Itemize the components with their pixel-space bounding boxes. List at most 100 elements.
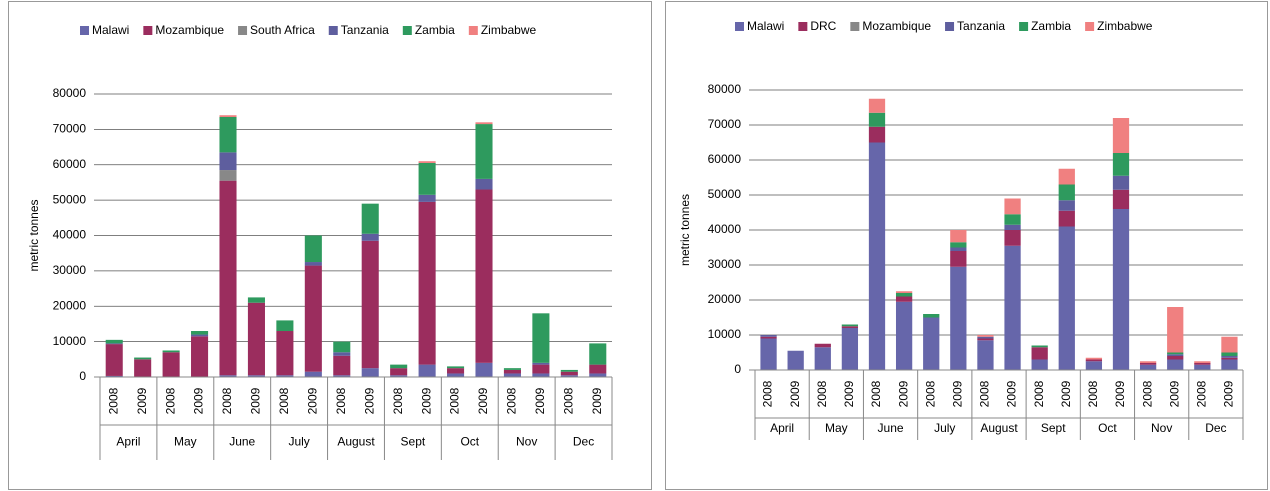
bar-segment — [304, 371, 322, 377]
x-tick-label: 2008 — [163, 387, 177, 414]
x-tick-label: 2009 — [896, 380, 910, 407]
legend-swatch — [402, 26, 412, 35]
x-tick-label: 2008 — [562, 387, 576, 414]
bar-segment — [1031, 347, 1048, 360]
group-label: Oct — [1098, 421, 1117, 435]
bar-segment — [1085, 357, 1103, 360]
bar-segment — [418, 201, 436, 365]
y-tick-label: 20000 — [53, 298, 87, 312]
group-label: August — [980, 421, 1018, 435]
bar-segment — [1058, 200, 1075, 211]
bar-segment — [950, 266, 967, 370]
bar-segment — [1031, 345, 1048, 348]
group-label: May — [174, 435, 197, 449]
bar-segment — [276, 320, 294, 332]
legend-swatch — [143, 26, 153, 35]
bar-segment — [977, 338, 994, 341]
bar-segment — [977, 340, 994, 370]
bar-segment — [868, 98, 886, 113]
x-tick-label: 2008 — [869, 380, 883, 407]
group-label: Sept — [1041, 421, 1066, 435]
bar-segment — [219, 170, 237, 181]
bar-segment — [247, 302, 265, 376]
group-label: May — [825, 421, 848, 435]
bar-segment — [923, 314, 940, 318]
bar-segment — [105, 375, 123, 377]
bar-segment — [162, 350, 180, 353]
bar-segment — [447, 368, 465, 374]
legend-swatch — [238, 26, 248, 35]
bar-segment — [1112, 175, 1130, 190]
bar-segment — [503, 369, 521, 374]
bar-segment — [304, 235, 322, 263]
bar-segment — [1221, 352, 1238, 356]
bar-segment — [560, 371, 578, 376]
bar-segment — [1112, 153, 1130, 176]
x-tick-label: 2009 — [788, 380, 802, 407]
bar-segment — [760, 336, 777, 339]
bar-segment — [841, 324, 859, 327]
legend-swatch — [735, 22, 744, 31]
bar-segment — [787, 350, 804, 370]
bar-segment — [950, 242, 967, 248]
y-tick-label: 0 — [79, 369, 86, 383]
bar-segment — [1221, 356, 1238, 358]
bar-segment — [760, 338, 777, 370]
bar-segment — [191, 336, 209, 377]
bar-segment — [390, 364, 408, 369]
group-label: Dec — [1205, 421, 1226, 435]
bar-segment — [475, 362, 493, 377]
bar-segment — [475, 124, 493, 179]
bar-segment — [418, 364, 436, 377]
bar-segment — [276, 375, 294, 377]
y-tick-label: 70000 — [53, 122, 87, 136]
legend-swatch — [468, 26, 478, 35]
bar-segment — [950, 247, 967, 251]
bar-segment — [1139, 364, 1157, 370]
y-tick-label: 10000 — [53, 334, 87, 348]
bar-segment — [105, 343, 123, 345]
y-tick-label: 30000 — [708, 257, 742, 271]
bar-segment — [1167, 307, 1184, 353]
group-label: Oct — [460, 435, 479, 449]
bar-segment — [247, 375, 265, 377]
bar-segment — [1058, 168, 1075, 185]
x-tick-label: 2009 — [590, 387, 604, 414]
bar-segment — [814, 343, 831, 348]
bar-segment — [475, 122, 493, 125]
x-tick-label: 2009 — [1222, 380, 1236, 407]
bar-segment — [333, 352, 351, 356]
group-label: August — [337, 435, 375, 449]
x-tick-label: 2009 — [1167, 380, 1181, 407]
bar-segment — [418, 161, 436, 163]
x-tick-label: 2008 — [277, 387, 291, 414]
panel-frame — [8, 1, 652, 490]
bar-segment — [1004, 214, 1021, 225]
group-label: Nov — [516, 435, 537, 449]
y-tick-label: 60000 — [53, 157, 87, 171]
y-tick-label: 80000 — [53, 86, 87, 100]
bar-segment — [219, 375, 237, 377]
bar-segment — [532, 364, 550, 374]
bar-segment — [532, 362, 550, 365]
group-label: July — [288, 435, 309, 449]
x-tick-label: 2009 — [135, 387, 149, 414]
x-tick-label: 2008 — [391, 387, 405, 414]
y-tick-label: 0 — [734, 362, 741, 376]
y-tick-label: 50000 — [53, 192, 87, 206]
legend-label: Malawi — [747, 19, 784, 33]
bar-segment — [814, 347, 831, 370]
x-tick-label: 2008 — [1086, 380, 1100, 407]
x-tick-label: 2008 — [923, 380, 937, 407]
legend-label: DRC — [810, 19, 836, 33]
bar-segment — [977, 336, 994, 339]
y-tick-label: 40000 — [53, 228, 87, 242]
y-tick-label: 30000 — [53, 263, 87, 277]
bar-segment — [1058, 226, 1075, 370]
x-tick-label: 2008 — [761, 380, 775, 407]
bar-segment — [1167, 356, 1184, 360]
x-tick-label: 2008 — [106, 387, 120, 414]
y-tick-label: 80000 — [708, 82, 742, 96]
bar-segment — [447, 366, 465, 369]
